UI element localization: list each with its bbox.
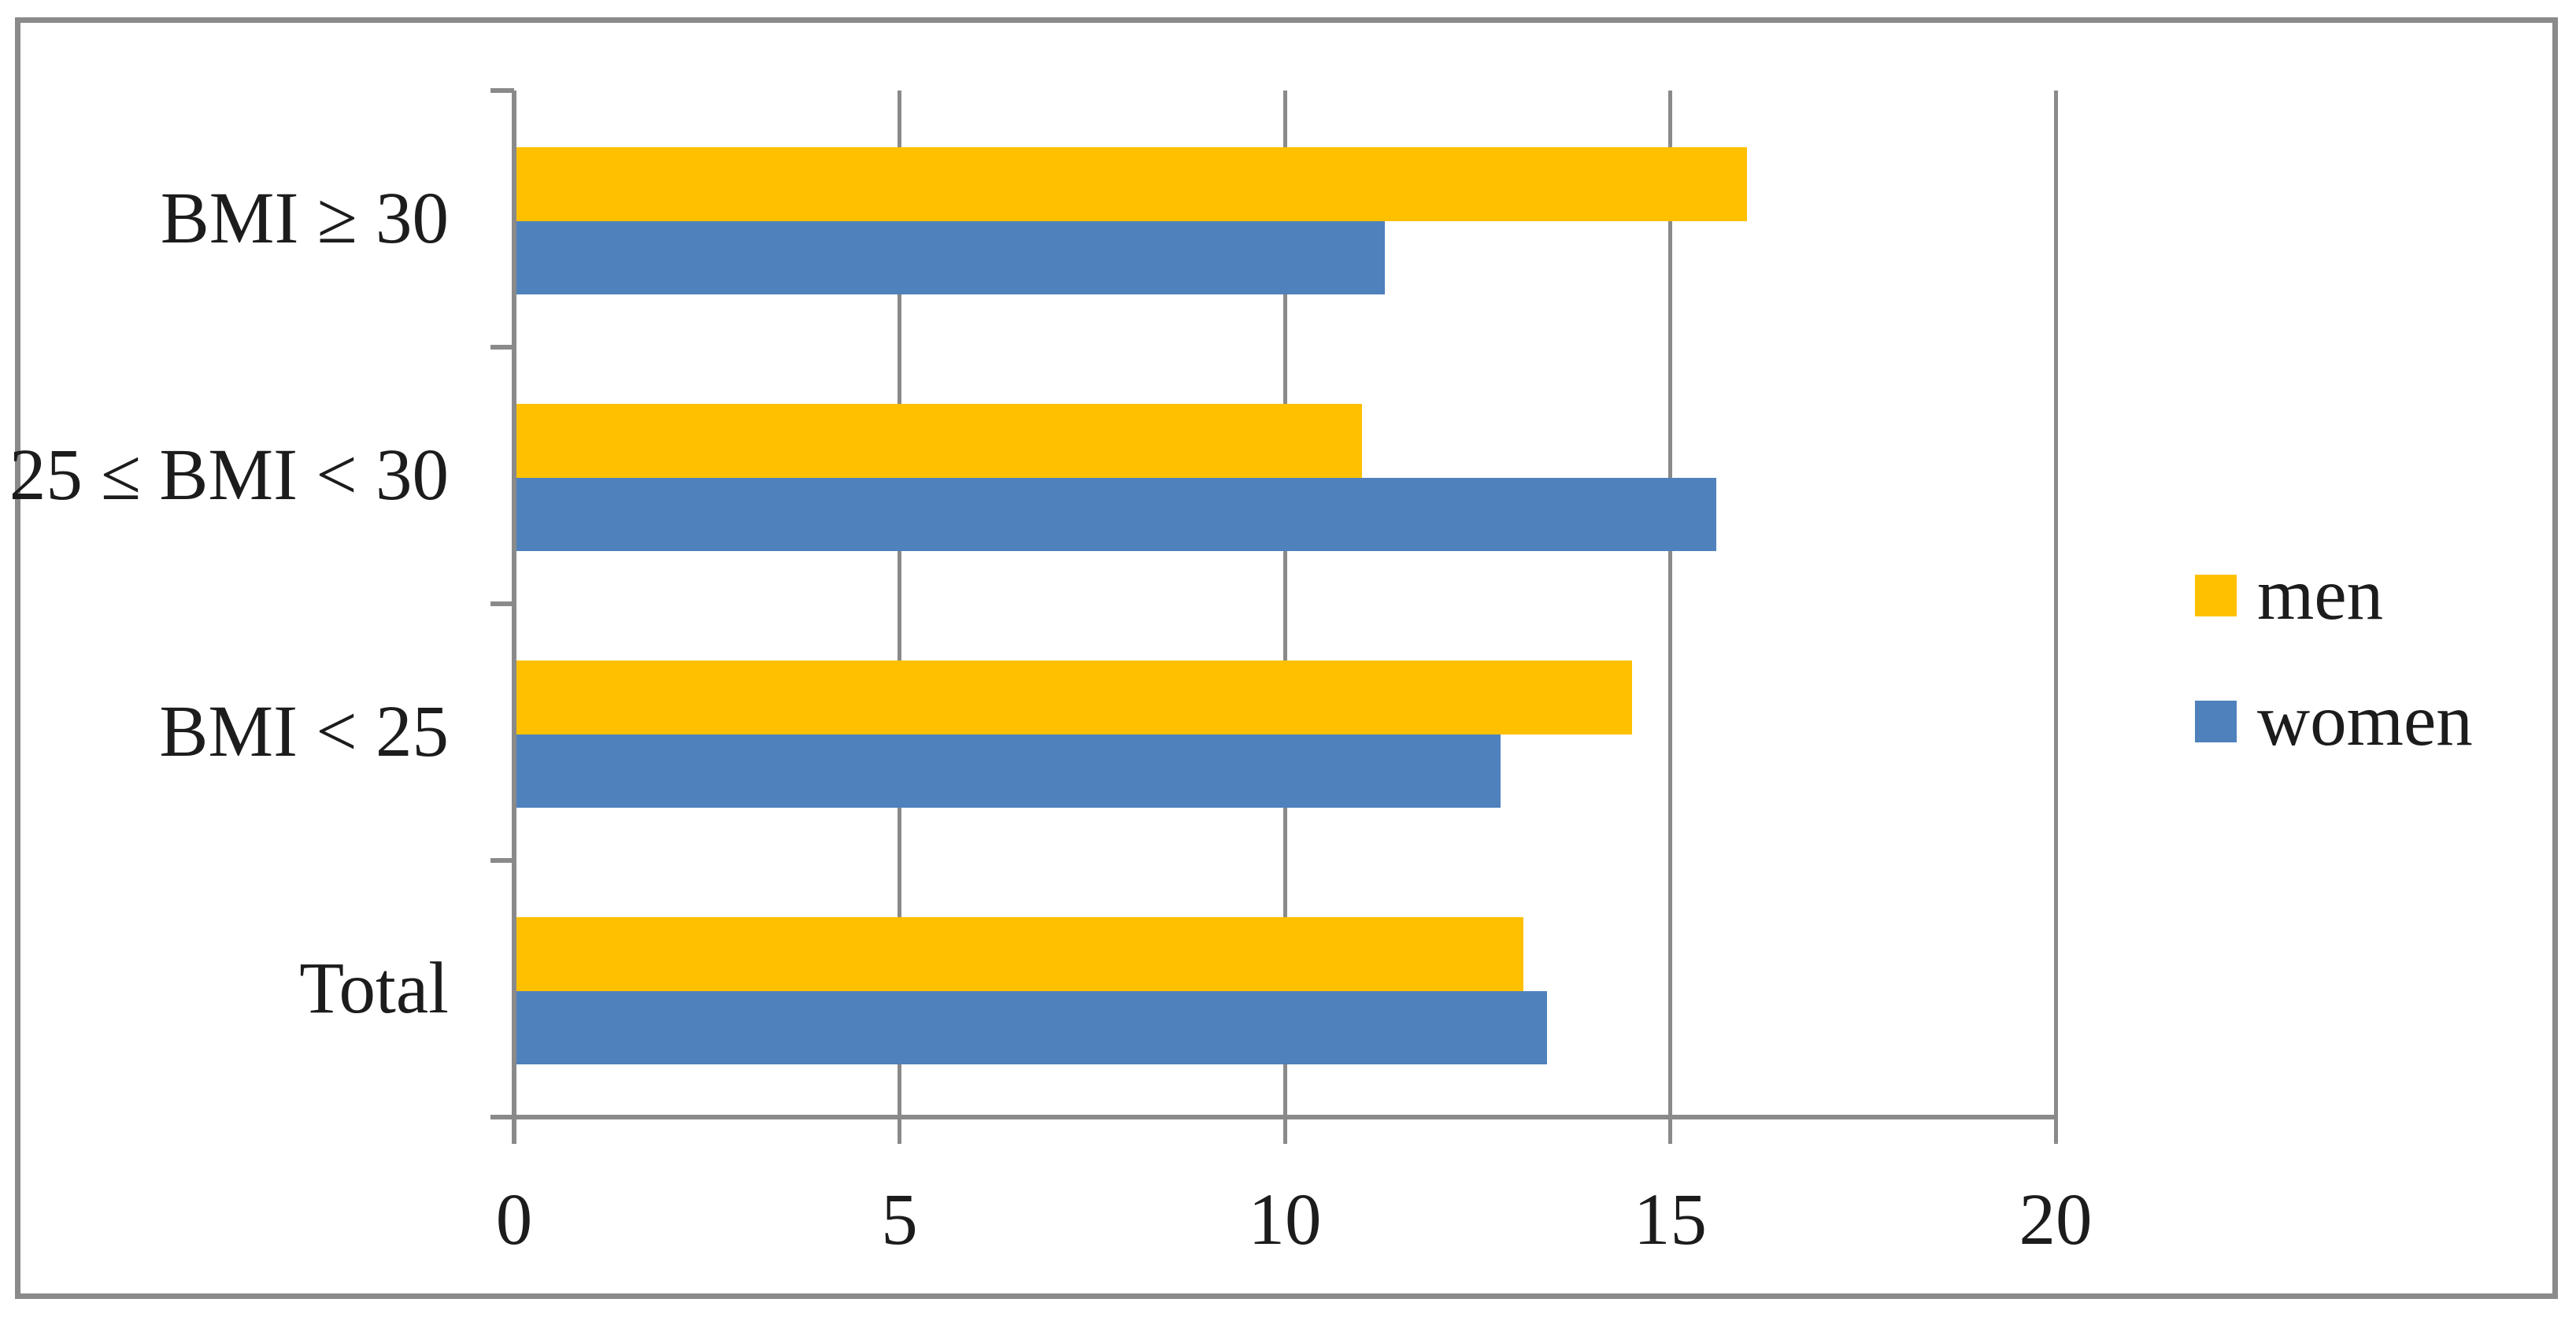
legend-entry: men [2195, 552, 2383, 638]
gridline [2053, 91, 2058, 1144]
category-label: Total [299, 948, 449, 1029]
x-axis-tick-label: 5 [881, 1179, 918, 1260]
category-label: BMI < 25 [159, 691, 449, 772]
x-axis-line [490, 1115, 2056, 1119]
men-bar [514, 147, 1748, 221]
gridline [1282, 91, 1287, 1144]
category-tick [490, 88, 514, 93]
men-legend-swatch [2195, 574, 2237, 616]
x-axis-tick-label: 0 [495, 1179, 533, 1260]
women-bar [514, 220, 1386, 294]
men-bar [514, 917, 1524, 991]
category-label: BMI ≥ 30 [160, 178, 449, 259]
category-tick [490, 601, 514, 606]
legend-label: men [2257, 554, 2384, 635]
category-label: 25 ≤ BMI < 30 [9, 435, 449, 516]
women-legend-swatch [2195, 700, 2237, 742]
x-axis-tick-label: 10 [1248, 1179, 1322, 1260]
chart-outer-border [15, 17, 2558, 1299]
legend: men women [2195, 0, 2557, 1321]
x-axis-tick-label: 15 [1634, 1179, 1707, 1260]
category-tick [490, 858, 514, 863]
men-bar [514, 404, 1362, 478]
men-bar [514, 660, 1632, 735]
gridline [1668, 91, 1672, 1144]
women-bar [514, 477, 1717, 551]
women-bar [514, 990, 1547, 1064]
legend-entry: women [2195, 678, 2473, 764]
women-bar [514, 734, 1501, 808]
y-axis-line [512, 91, 516, 1144]
gridline [898, 91, 901, 1144]
legend-label: women [2257, 680, 2473, 761]
category-tick [490, 345, 514, 350]
x-axis-tick-label: 20 [2019, 1179, 2093, 1260]
